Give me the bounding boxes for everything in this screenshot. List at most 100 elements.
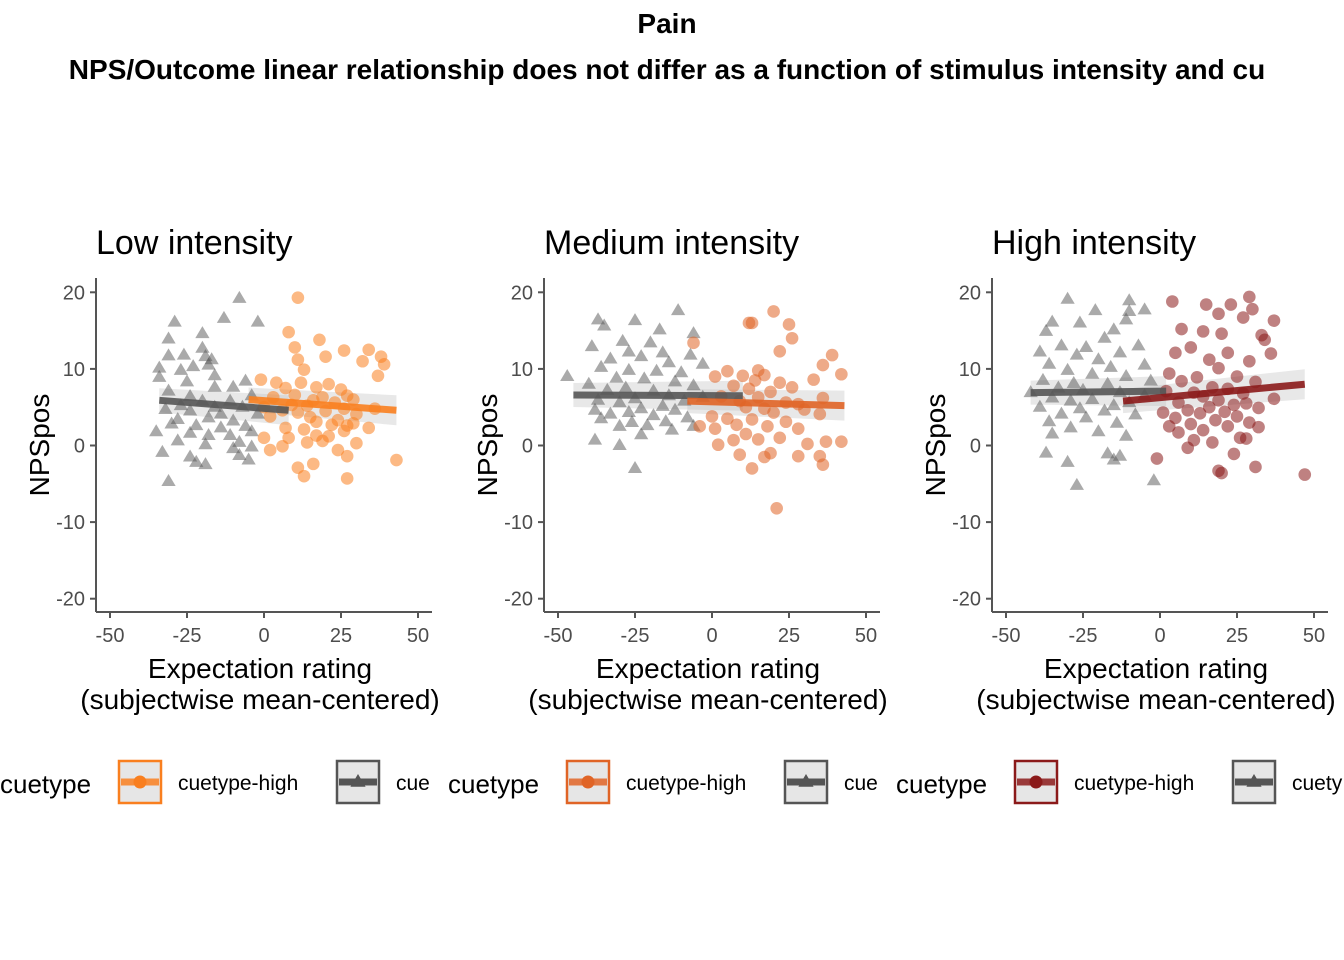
plot-area <box>149 290 403 487</box>
data-point-triangle <box>655 398 670 411</box>
data-point-circle <box>761 420 774 433</box>
data-point-circle <box>708 370 722 383</box>
x-tick-label: 50 <box>855 625 877 647</box>
x-axis-label-2: (subjectwise mean-centered) <box>976 684 1336 715</box>
data-point-triangle <box>155 444 170 457</box>
data-point-triangle <box>1060 362 1075 375</box>
data-point-triangle <box>683 347 698 360</box>
data-point-triangle <box>686 378 701 391</box>
data-point-triangle <box>241 452 256 465</box>
data-point-triangle <box>201 410 216 423</box>
x-tick-label: 50 <box>407 625 429 647</box>
legend-key-circle <box>133 775 147 789</box>
data-point-circle <box>1212 307 1225 321</box>
data-point-circle <box>288 388 302 402</box>
data-point-triangle <box>1041 414 1057 427</box>
legend-label-high: cuetype-high <box>178 772 298 795</box>
data-point-triangle <box>1091 424 1106 437</box>
y-axis-label: NPSpos <box>24 394 55 497</box>
data-point-triangle <box>161 348 176 361</box>
data-point-triangle <box>238 373 253 386</box>
data-point-circle <box>310 380 323 394</box>
data-point-circle <box>306 457 320 471</box>
data-point-triangle <box>1146 473 1161 486</box>
data-point-triangle <box>213 420 229 433</box>
data-point-circle <box>371 369 385 383</box>
data-point-triangle <box>646 408 661 421</box>
legend-title: cuetype <box>448 769 539 799</box>
data-point-circle <box>745 413 759 426</box>
data-point-circle <box>1162 420 1176 433</box>
data-point-circle <box>377 358 391 371</box>
data-point-circle <box>816 458 830 471</box>
data-point-triangle <box>670 303 686 316</box>
data-point-circle <box>1252 420 1265 434</box>
legend-key-circle <box>1029 775 1043 789</box>
data-point-circle <box>291 353 305 367</box>
data-point-triangle <box>667 402 683 415</box>
data-point-circle <box>300 436 314 449</box>
data-point-triangle <box>686 326 701 339</box>
data-point-triangle <box>186 359 201 372</box>
data-point-circle <box>1181 403 1195 417</box>
data-point-triangle <box>621 405 636 418</box>
data-point-circle <box>340 449 354 463</box>
x-tick-label: -50 <box>544 625 573 647</box>
data-point-circle <box>1172 426 1185 439</box>
data-point-circle <box>1202 400 1216 414</box>
data-point-triangle <box>1091 352 1106 365</box>
data-point-triangle <box>1097 330 1112 343</box>
y-tick-label: 10 <box>511 359 533 381</box>
x-tick-label: 50 <box>1303 625 1325 647</box>
legend-label-low: cue <box>844 772 878 795</box>
data-point-triangle <box>1122 303 1137 316</box>
data-point-triangle <box>661 355 677 368</box>
data-point-circle <box>1249 460 1262 474</box>
data-point-triangle <box>1069 347 1084 360</box>
x-tick-label: -25 <box>1069 625 1098 647</box>
legend-key-triangle <box>798 774 814 787</box>
data-point-triangle <box>1109 415 1125 428</box>
data-point-circle <box>1190 371 1204 384</box>
panel-content: Medium intensity -20 -10 0 10 20 -50 -25 0 25 50 Ex… <box>448 224 888 805</box>
data-point-circle <box>739 427 753 441</box>
data-point-circle <box>816 391 830 405</box>
data-point-triangle <box>189 454 204 467</box>
data-point-circle <box>745 316 759 330</box>
regression-line <box>159 396 289 414</box>
data-point-triangle <box>674 365 689 378</box>
data-point-circle <box>1227 398 1241 412</box>
data-point-circle <box>1230 370 1244 383</box>
y-tick-label: 20 <box>511 282 533 304</box>
data-point-triangle <box>587 402 603 415</box>
data-point-triangle <box>179 374 195 387</box>
data-point-triangle <box>1078 410 1094 423</box>
data-point-triangle <box>584 339 600 352</box>
data-point-triangle <box>1085 366 1100 379</box>
data-point-triangle <box>176 347 192 360</box>
data-point-circle <box>1209 413 1222 427</box>
data-point-triangle <box>201 428 216 441</box>
data-point-circle <box>337 344 351 357</box>
data-point-triangle <box>226 441 241 454</box>
data-point-circle <box>356 354 369 368</box>
x-axis-label-2: (subjectwise mean-centered) <box>80 684 440 715</box>
data-point-triangle <box>634 401 649 414</box>
data-point-circle <box>1298 468 1312 481</box>
data-point-circle <box>263 443 277 457</box>
data-point-triangle <box>1100 446 1115 459</box>
data-point-circle <box>297 423 311 436</box>
data-point-triangle <box>213 406 229 419</box>
data-point-circle <box>767 305 780 318</box>
data-point-circle <box>254 373 268 386</box>
data-point-circle <box>1202 353 1216 367</box>
x-tick-label: -25 <box>621 625 650 647</box>
data-point-circle <box>819 435 833 448</box>
data-point-circle <box>350 436 363 450</box>
panel-0: Low intensity -20 -10 0 10 20 -50 -25 0 25 50 Expec… <box>0 224 440 805</box>
panel-1: Medium intensity -20 -10 0 10 20 -50 -25 0 25 50 Ex… <box>448 224 888 805</box>
data-point-circle <box>767 406 780 419</box>
data-point-triangle <box>164 416 179 429</box>
legend-key-triangle <box>1246 774 1262 787</box>
data-point-circle <box>279 381 292 395</box>
